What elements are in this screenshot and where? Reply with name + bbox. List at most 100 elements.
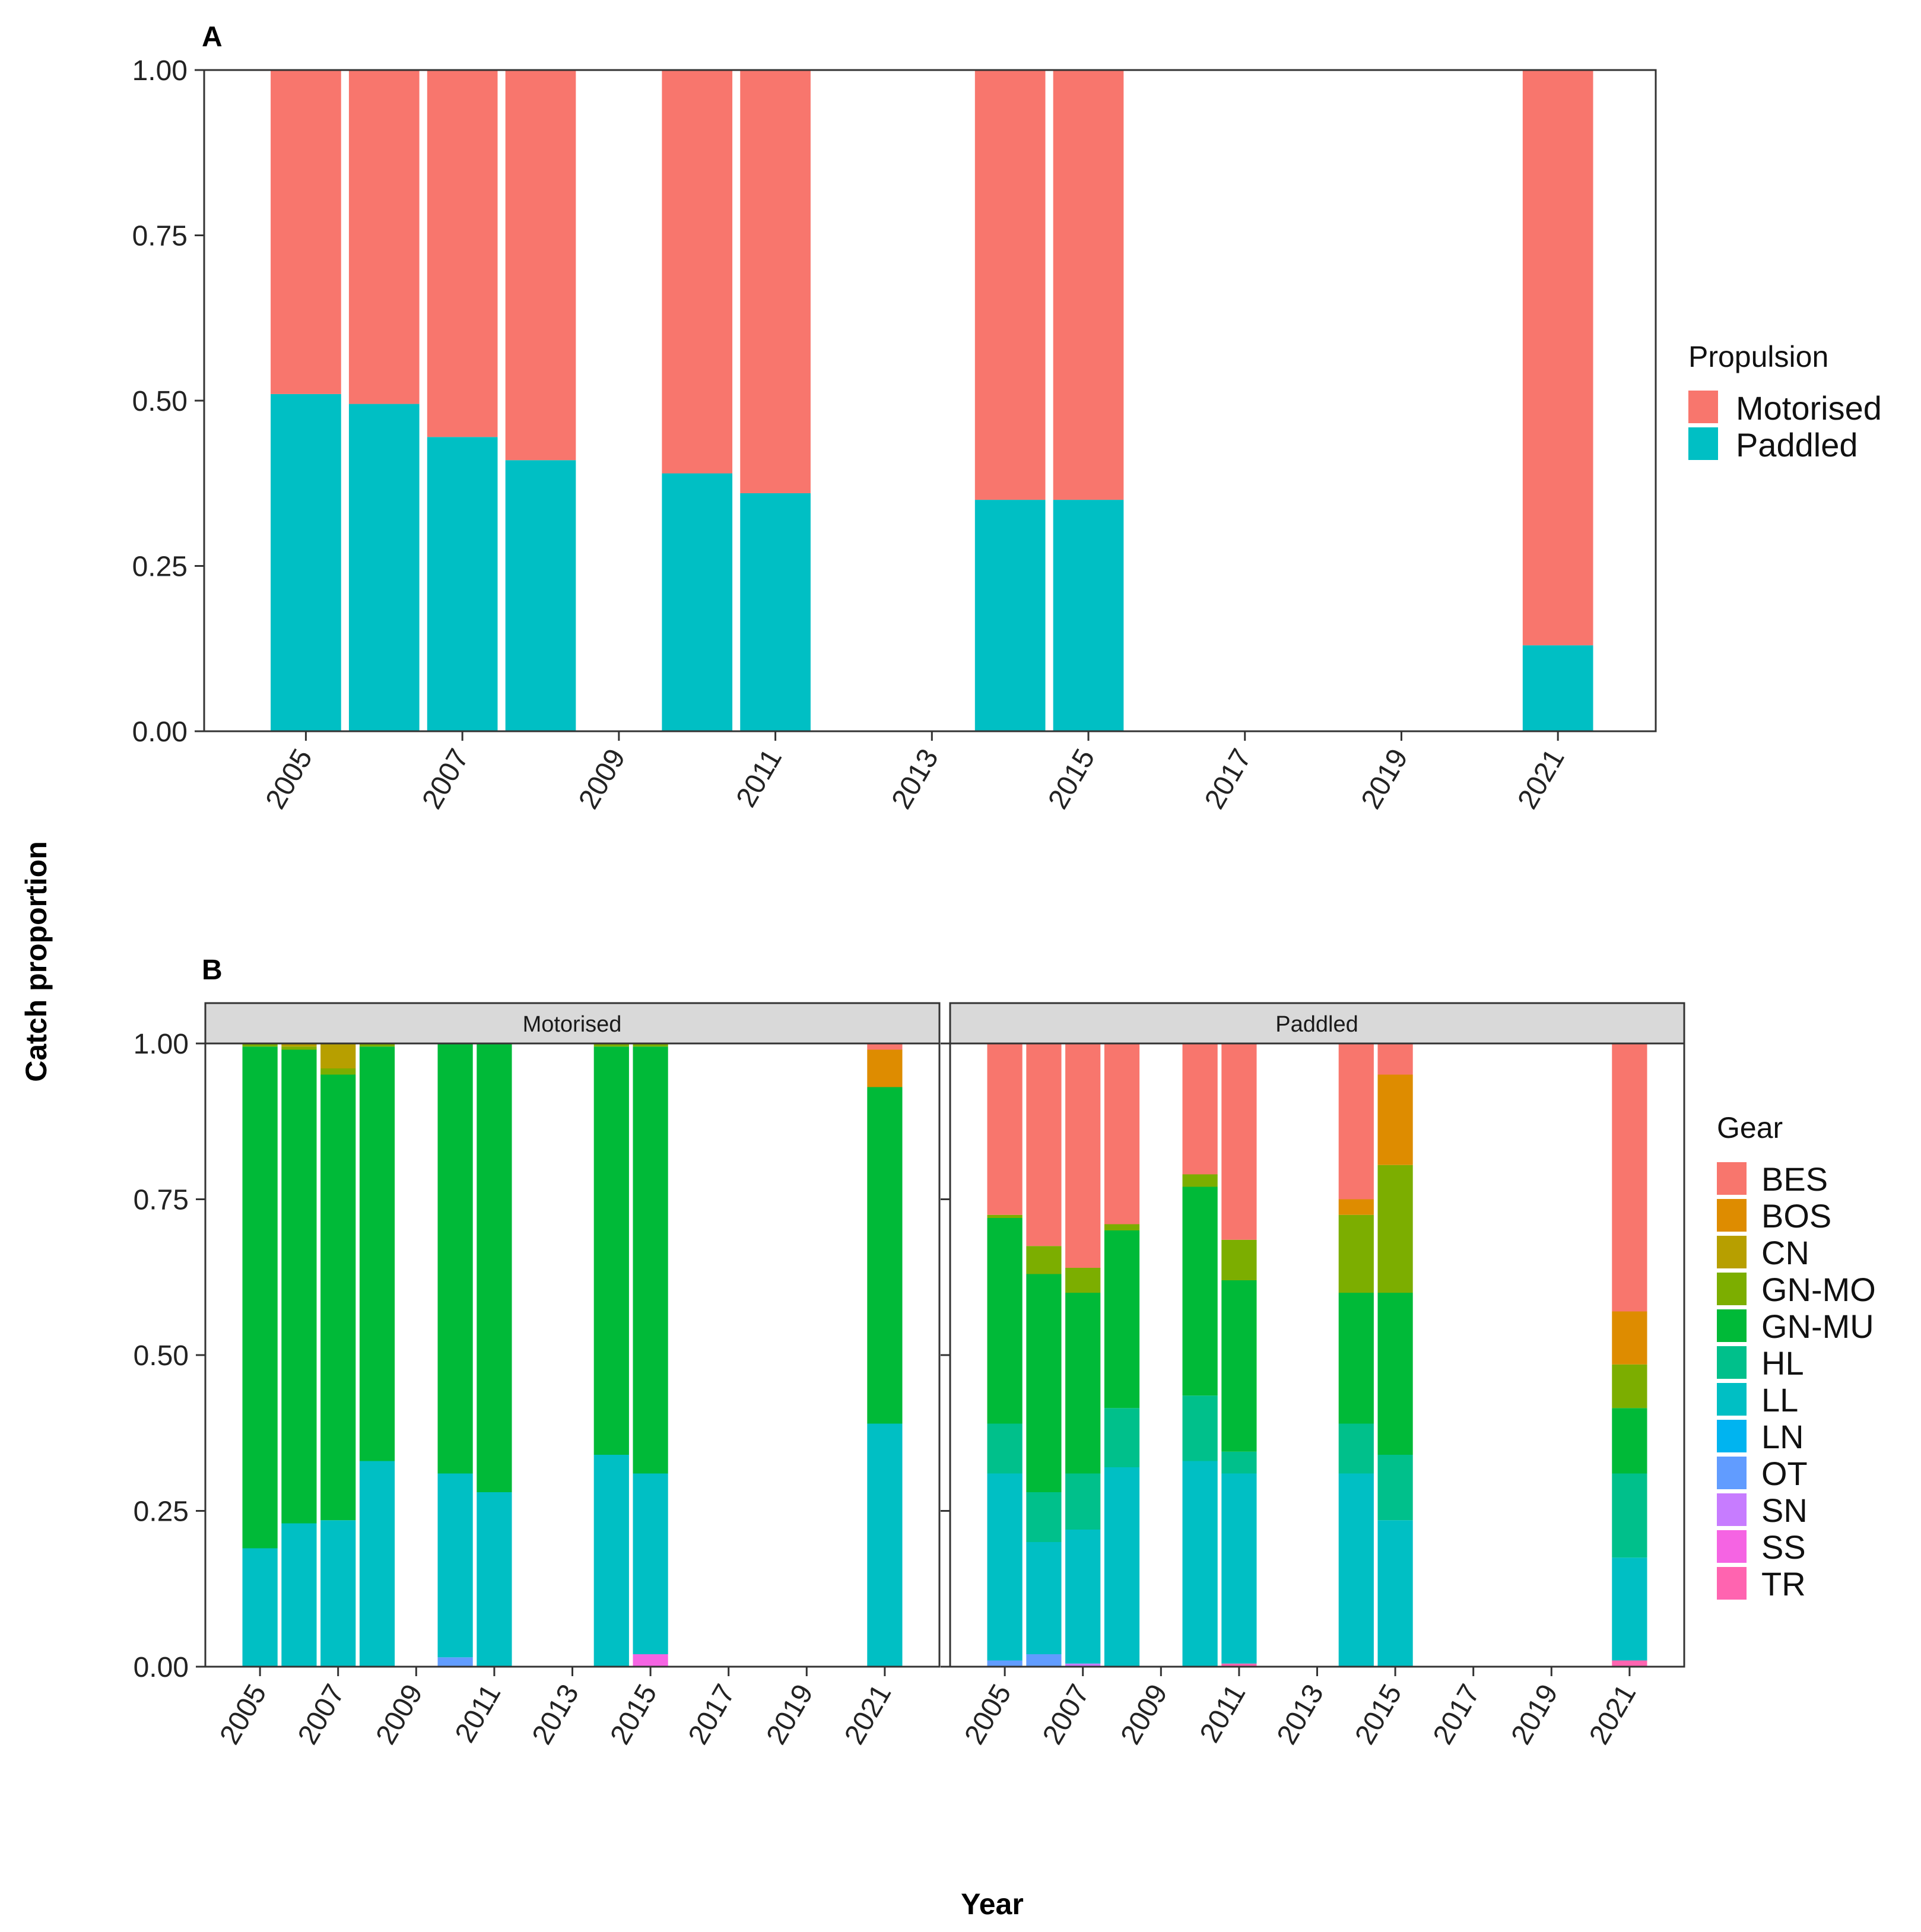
bar-motorised-2006-cn <box>281 1043 317 1047</box>
facet-strip-paddled <box>949 1002 1685 1045</box>
bar-2006-motorised <box>348 70 420 404</box>
bar-paddled-2006-ot <box>1026 1654 1062 1667</box>
bar-paddled-2011-gn-mo <box>1221 1239 1257 1280</box>
propulsion-legend: Propulsion Motorised Paddled <box>1688 340 1882 464</box>
bar-motorised-2007-ll <box>320 1520 356 1667</box>
bar-paddled-2006-gn-mo <box>1026 1246 1062 1274</box>
bar-paddled-2014-gn-mo <box>1338 1214 1374 1293</box>
bar-motorised-2015-gn-mu <box>633 1046 668 1474</box>
panel-a: 0.00 0.25 0.50 0.75 1.00 2005 2007 2009 2011 2013… <box>132 55 1657 814</box>
bar-motorised-2007-gn-mo <box>320 1068 356 1075</box>
facet-label-motorised: Motorised <box>523 1012 622 1037</box>
facet-motorised-ytick-label: 0.50 <box>134 1340 189 1372</box>
bar-paddled-2015-gn-mo <box>1377 1165 1413 1293</box>
facet-paddled-xtick-label: 2015 <box>1349 1679 1408 1750</box>
facet-motorised-xtick-label: 2015 <box>604 1679 663 1750</box>
bar-paddled-2015-bos <box>1377 1074 1413 1165</box>
bar-2007-paddled <box>427 437 498 731</box>
panel-a-xtick-label: 2011 <box>731 744 789 813</box>
bar-2010-paddled <box>662 473 733 731</box>
legend-swatch-ss <box>1717 1530 1747 1563</box>
bar-2015-paddled <box>1053 500 1124 731</box>
bar-motorised-2006-gn-mu <box>281 1049 317 1524</box>
bar-paddled-2006-ll <box>1026 1542 1062 1654</box>
panel-a-xtick-label: 2015 <box>1042 744 1101 814</box>
bar-motorised-2015-ss <box>633 1654 668 1667</box>
facet-motorised-xtick-label: 2013 <box>526 1679 585 1750</box>
legend-label-sn: SN <box>1761 1492 1808 1529</box>
bar-paddled-2005-ot <box>987 1660 1023 1667</box>
bar-2008-paddled <box>505 460 576 731</box>
propulsion-legend-title: Propulsion <box>1688 340 1828 373</box>
facet-paddled-xtick-label: 2019 <box>1506 1679 1564 1750</box>
bar-paddled-2008-hl <box>1104 1408 1140 1467</box>
bar-paddled-2006-gn-mu <box>1026 1274 1062 1492</box>
legend-swatch-sn <box>1717 1493 1747 1526</box>
legend-label-ot: OT <box>1761 1455 1808 1492</box>
bar-2007-motorised <box>427 70 498 437</box>
facet-motorised-ytick-label: 0.00 <box>134 1652 189 1683</box>
bar-paddled-2015-hl <box>1377 1455 1413 1521</box>
legend-label-ll: LL <box>1761 1381 1798 1419</box>
facet-paddled-xtick-label: 2007 <box>1037 1679 1096 1750</box>
panel-a-xtick-label: 2021 <box>1512 744 1570 814</box>
facet-motorised-ytick-label: 0.25 <box>134 1496 189 1528</box>
bar-paddled-2010-bes <box>1182 1043 1218 1175</box>
bar-paddled-2021-hl <box>1612 1473 1647 1558</box>
bar-paddled-2005-hl <box>987 1423 1023 1474</box>
facet-motorised-ytick-label: 1.00 <box>134 1029 189 1060</box>
bar-paddled-2015-ll <box>1377 1520 1413 1667</box>
bar-paddled-2014-hl <box>1338 1423 1374 1474</box>
facet-motorised-xtick-label: 2021 <box>839 1679 897 1750</box>
bar-paddled-2007-sn <box>1065 1663 1101 1667</box>
bar-paddled-2008-bes <box>1104 1043 1140 1224</box>
panel-a-xtick-label: 2009 <box>573 744 631 814</box>
bar-paddled-2011-hl <box>1221 1451 1257 1474</box>
bar-paddled-2010-gn-mo <box>1182 1174 1218 1187</box>
bar-motorised-2021-gn-mu <box>867 1087 903 1424</box>
bar-paddled-2005-ll <box>987 1473 1023 1661</box>
legend-swatch-tr <box>1717 1567 1747 1600</box>
bar-motorised-2010-gn-mu <box>437 1043 473 1474</box>
facet-motorised-xtick-label: 2011 <box>449 1679 507 1748</box>
bar-2005-motorised <box>271 70 341 394</box>
bar-motorised-2014-gn-mo <box>593 1043 629 1047</box>
bar-2011-motorised <box>740 70 811 493</box>
bar-paddled-2008-ll <box>1104 1467 1140 1667</box>
bar-2010-motorised <box>662 70 733 474</box>
bar-paddled-2010-gn-mu <box>1182 1187 1218 1396</box>
facet-paddled-xtick-label: 2005 <box>958 1679 1017 1750</box>
bar-paddled-2011-gn-mu <box>1221 1280 1257 1452</box>
panel-a-ytick-label: 1.00 <box>132 55 188 87</box>
facet-paddled-xtick-label: 2017 <box>1427 1679 1486 1750</box>
panel-a-tag: A <box>202 21 223 53</box>
facet-paddled-xtick-label: 2021 <box>1583 1679 1642 1750</box>
bar-2014-paddled <box>974 500 1046 731</box>
legend-label-motorised: Motorised <box>1736 389 1882 427</box>
legend-label-paddled: Paddled <box>1736 426 1858 464</box>
bar-2011-paddled <box>740 493 811 731</box>
bar-paddled-2021-gn-mo <box>1612 1364 1647 1408</box>
bar-motorised-2010-ot <box>437 1657 473 1667</box>
bar-paddled-2014-gn-mu <box>1338 1293 1374 1424</box>
bar-2006-paddled <box>348 404 420 731</box>
facet-paddled-xtick-label: 2013 <box>1271 1679 1330 1750</box>
legend-swatch-bes <box>1717 1162 1747 1195</box>
panel-a-ytick-label: 0.25 <box>132 551 188 583</box>
bar-motorised-2008-gn-mu <box>359 1046 395 1461</box>
bar-motorised-2021-bos <box>867 1049 903 1087</box>
bar-motorised-2014-gn-mu <box>593 1046 629 1455</box>
legend-swatch-paddled <box>1688 427 1718 460</box>
bar-motorised-2015-gn-mo <box>633 1043 668 1047</box>
legend-label-gn-mo: GN-MO <box>1761 1271 1876 1308</box>
facet-paddled-xtick-label: 2011 <box>1194 1679 1252 1748</box>
bar-paddled-2008-gn-mu <box>1104 1230 1140 1408</box>
bar-paddled-2005-gn-mo <box>987 1214 1023 1218</box>
facet-paddled-xtick-label: 2009 <box>1115 1679 1174 1750</box>
gear-legend-title: Gear <box>1717 1111 1783 1144</box>
facet-motorised-xtick-label: 2009 <box>370 1679 429 1750</box>
x-axis-title: Year <box>961 1887 1024 1921</box>
bar-paddled-2021-tr <box>1612 1660 1647 1667</box>
